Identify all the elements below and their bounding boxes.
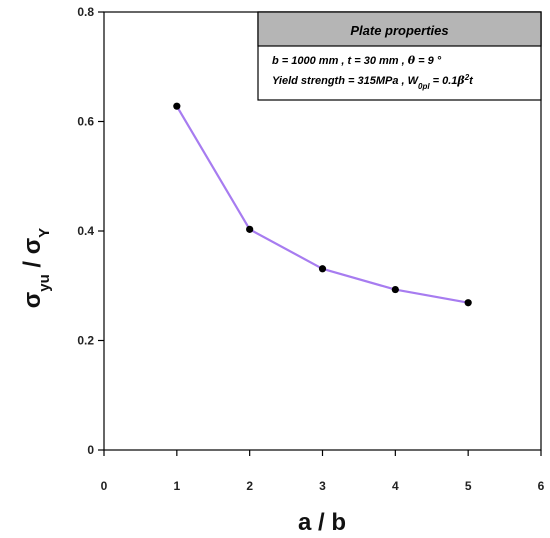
y-axis-title-part: / xyxy=(19,254,46,274)
x-tick-label: 2 xyxy=(246,479,253,493)
y-tick-label: 0.8 xyxy=(77,5,94,19)
y-axis-title-subscript: Y xyxy=(36,228,53,238)
legend-text-segment: b = 1000 mm , t = 30 mm , xyxy=(272,55,408,67)
legend-text-segment: t xyxy=(469,75,474,87)
legend-text-segment: = 0.1 xyxy=(430,75,458,87)
y-tick-label: 0 xyxy=(87,443,94,457)
y-axis-title-part: σ xyxy=(19,292,46,308)
legend-text-segment: = 9 ° xyxy=(415,55,442,67)
x-tick-label: 1 xyxy=(173,479,180,493)
data-point xyxy=(318,265,327,273)
y-tick-label: 0.2 xyxy=(77,334,94,348)
x-tick-label: 3 xyxy=(319,479,326,493)
data-point xyxy=(391,285,399,294)
data-point xyxy=(173,102,181,110)
data-point xyxy=(464,299,472,307)
x-axis-ticks: 0 1 2 3 4 5 6 xyxy=(101,450,545,493)
y-axis-title-part: σ xyxy=(19,238,46,254)
x-axis-title: a / b xyxy=(298,509,346,536)
data-point xyxy=(246,225,254,233)
x-tick-label: 5 xyxy=(465,479,472,493)
legend-header-bg xyxy=(257,11,542,47)
y-tick-label: 0.6 xyxy=(77,115,94,129)
y-axis-ticks: 0 0.2 0.4 0.6 0.8 xyxy=(77,5,104,457)
x-tick-label: 6 xyxy=(538,479,545,493)
legend-line: Yield strength = 315MPa , W0pl = 0.1β2t xyxy=(272,73,474,91)
legend-header: Plate properties xyxy=(350,23,448,38)
legend-text-segment: θ xyxy=(408,54,416,67)
y-axis-title: σyu / σY xyxy=(19,228,53,308)
y-tick-label: 0.4 xyxy=(77,224,94,238)
legend-text-segment: 2 xyxy=(464,73,470,82)
legend-line: b = 1000 mm , t = 30 mm , θ = 9 ° xyxy=(272,54,442,67)
series-layer xyxy=(173,102,472,307)
x-tick-label: 4 xyxy=(392,479,399,493)
legend-text-segment: Yield strength = 315MPa , W xyxy=(272,75,420,87)
legend-text-segment: β xyxy=(456,74,465,87)
legend-text-segment: 0pl xyxy=(418,82,430,91)
legend-box: Plate properties b = 1000 mm , t = 30 mm … xyxy=(257,11,542,101)
x-tick-label: 0 xyxy=(101,479,108,493)
y-axis-title-subscript: yu xyxy=(36,274,53,292)
